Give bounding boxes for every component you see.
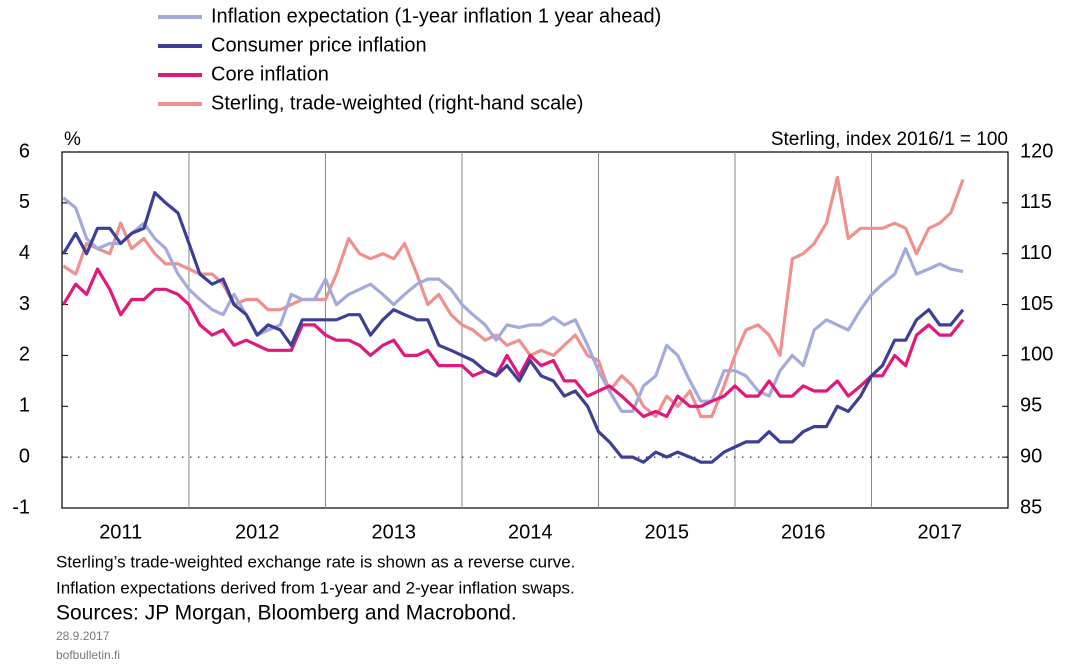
legend-label: Sterling, trade-weighted (right-hand sca… xyxy=(211,92,583,114)
y-tick-label: 2 xyxy=(19,344,30,366)
x-tick-label: 2013 xyxy=(371,521,416,543)
y-tick-label: 5 xyxy=(19,191,30,213)
sources: Sources: JP Morgan, Bloomberg and Macrob… xyxy=(56,602,517,625)
legend-label: Consumer price inflation xyxy=(211,34,427,56)
y-tick-label: 0 xyxy=(19,445,30,467)
x-tick-label: 2016 xyxy=(781,521,826,543)
site: bofbulletin.fi xyxy=(56,648,120,662)
plot-frame xyxy=(61,151,1009,509)
y2-tick-label: 95 xyxy=(1020,395,1042,417)
y-tick-label: 6 xyxy=(19,140,30,162)
date: 28.9.2017 xyxy=(56,629,110,643)
x-tick-label: 2015 xyxy=(644,521,689,543)
y2-tick-label: 105 xyxy=(1020,293,1053,315)
y-tick-label: 3 xyxy=(19,293,30,315)
y2-tick-label: 115 xyxy=(1020,191,1052,213)
x-tick-label: 2014 xyxy=(508,521,553,543)
y2-tick-label: 90 xyxy=(1020,445,1042,467)
y2-axis-label: Sterling, index 2016/1 = 100 xyxy=(771,129,1008,150)
y2-tick-label: 120 xyxy=(1020,140,1053,162)
series-line xyxy=(62,175,965,419)
y2-tick-label: 100 xyxy=(1020,344,1053,366)
y-tick-label: 1 xyxy=(19,395,30,417)
legend-label: Core inflation xyxy=(211,63,329,85)
series-line xyxy=(62,196,964,413)
series-line xyxy=(62,191,965,464)
y-tick-label: -1 xyxy=(12,496,30,518)
series-line xyxy=(62,267,965,419)
x-tick-label: 2017 xyxy=(917,521,962,543)
y2-tick-label: 110 xyxy=(1020,242,1052,264)
y2-tick-label: 85 xyxy=(1020,496,1042,518)
note: Inflation expectations derived from 1-ye… xyxy=(56,578,575,597)
x-tick-label: 2012 xyxy=(235,521,280,543)
legend-label: Inflation expectation (1-year inflation … xyxy=(211,5,661,27)
y-tick-label: 4 xyxy=(19,242,30,264)
note: Sterling’s trade-weighted exchange rate … xyxy=(56,552,575,571)
x-tick-label: 2011 xyxy=(99,521,142,543)
y-axis-label: % xyxy=(64,129,81,150)
